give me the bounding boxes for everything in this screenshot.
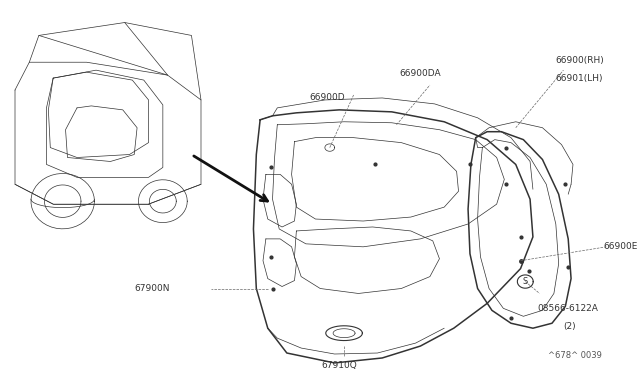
Text: 66901(LH): 66901(LH): [556, 74, 604, 83]
Text: 08566-6122A: 08566-6122A: [538, 304, 598, 313]
Text: 66900D: 66900D: [310, 93, 346, 102]
Text: 67900N: 67900N: [134, 284, 170, 293]
Text: (2): (2): [563, 322, 576, 331]
Text: 67910Q: 67910Q: [321, 362, 357, 371]
Text: ^678^ 0039: ^678^ 0039: [548, 350, 602, 360]
Text: 66900E: 66900E: [604, 242, 638, 251]
Text: 66900(RH): 66900(RH): [556, 56, 605, 65]
Text: 66900DA: 66900DA: [399, 69, 441, 78]
Text: S: S: [523, 277, 528, 286]
